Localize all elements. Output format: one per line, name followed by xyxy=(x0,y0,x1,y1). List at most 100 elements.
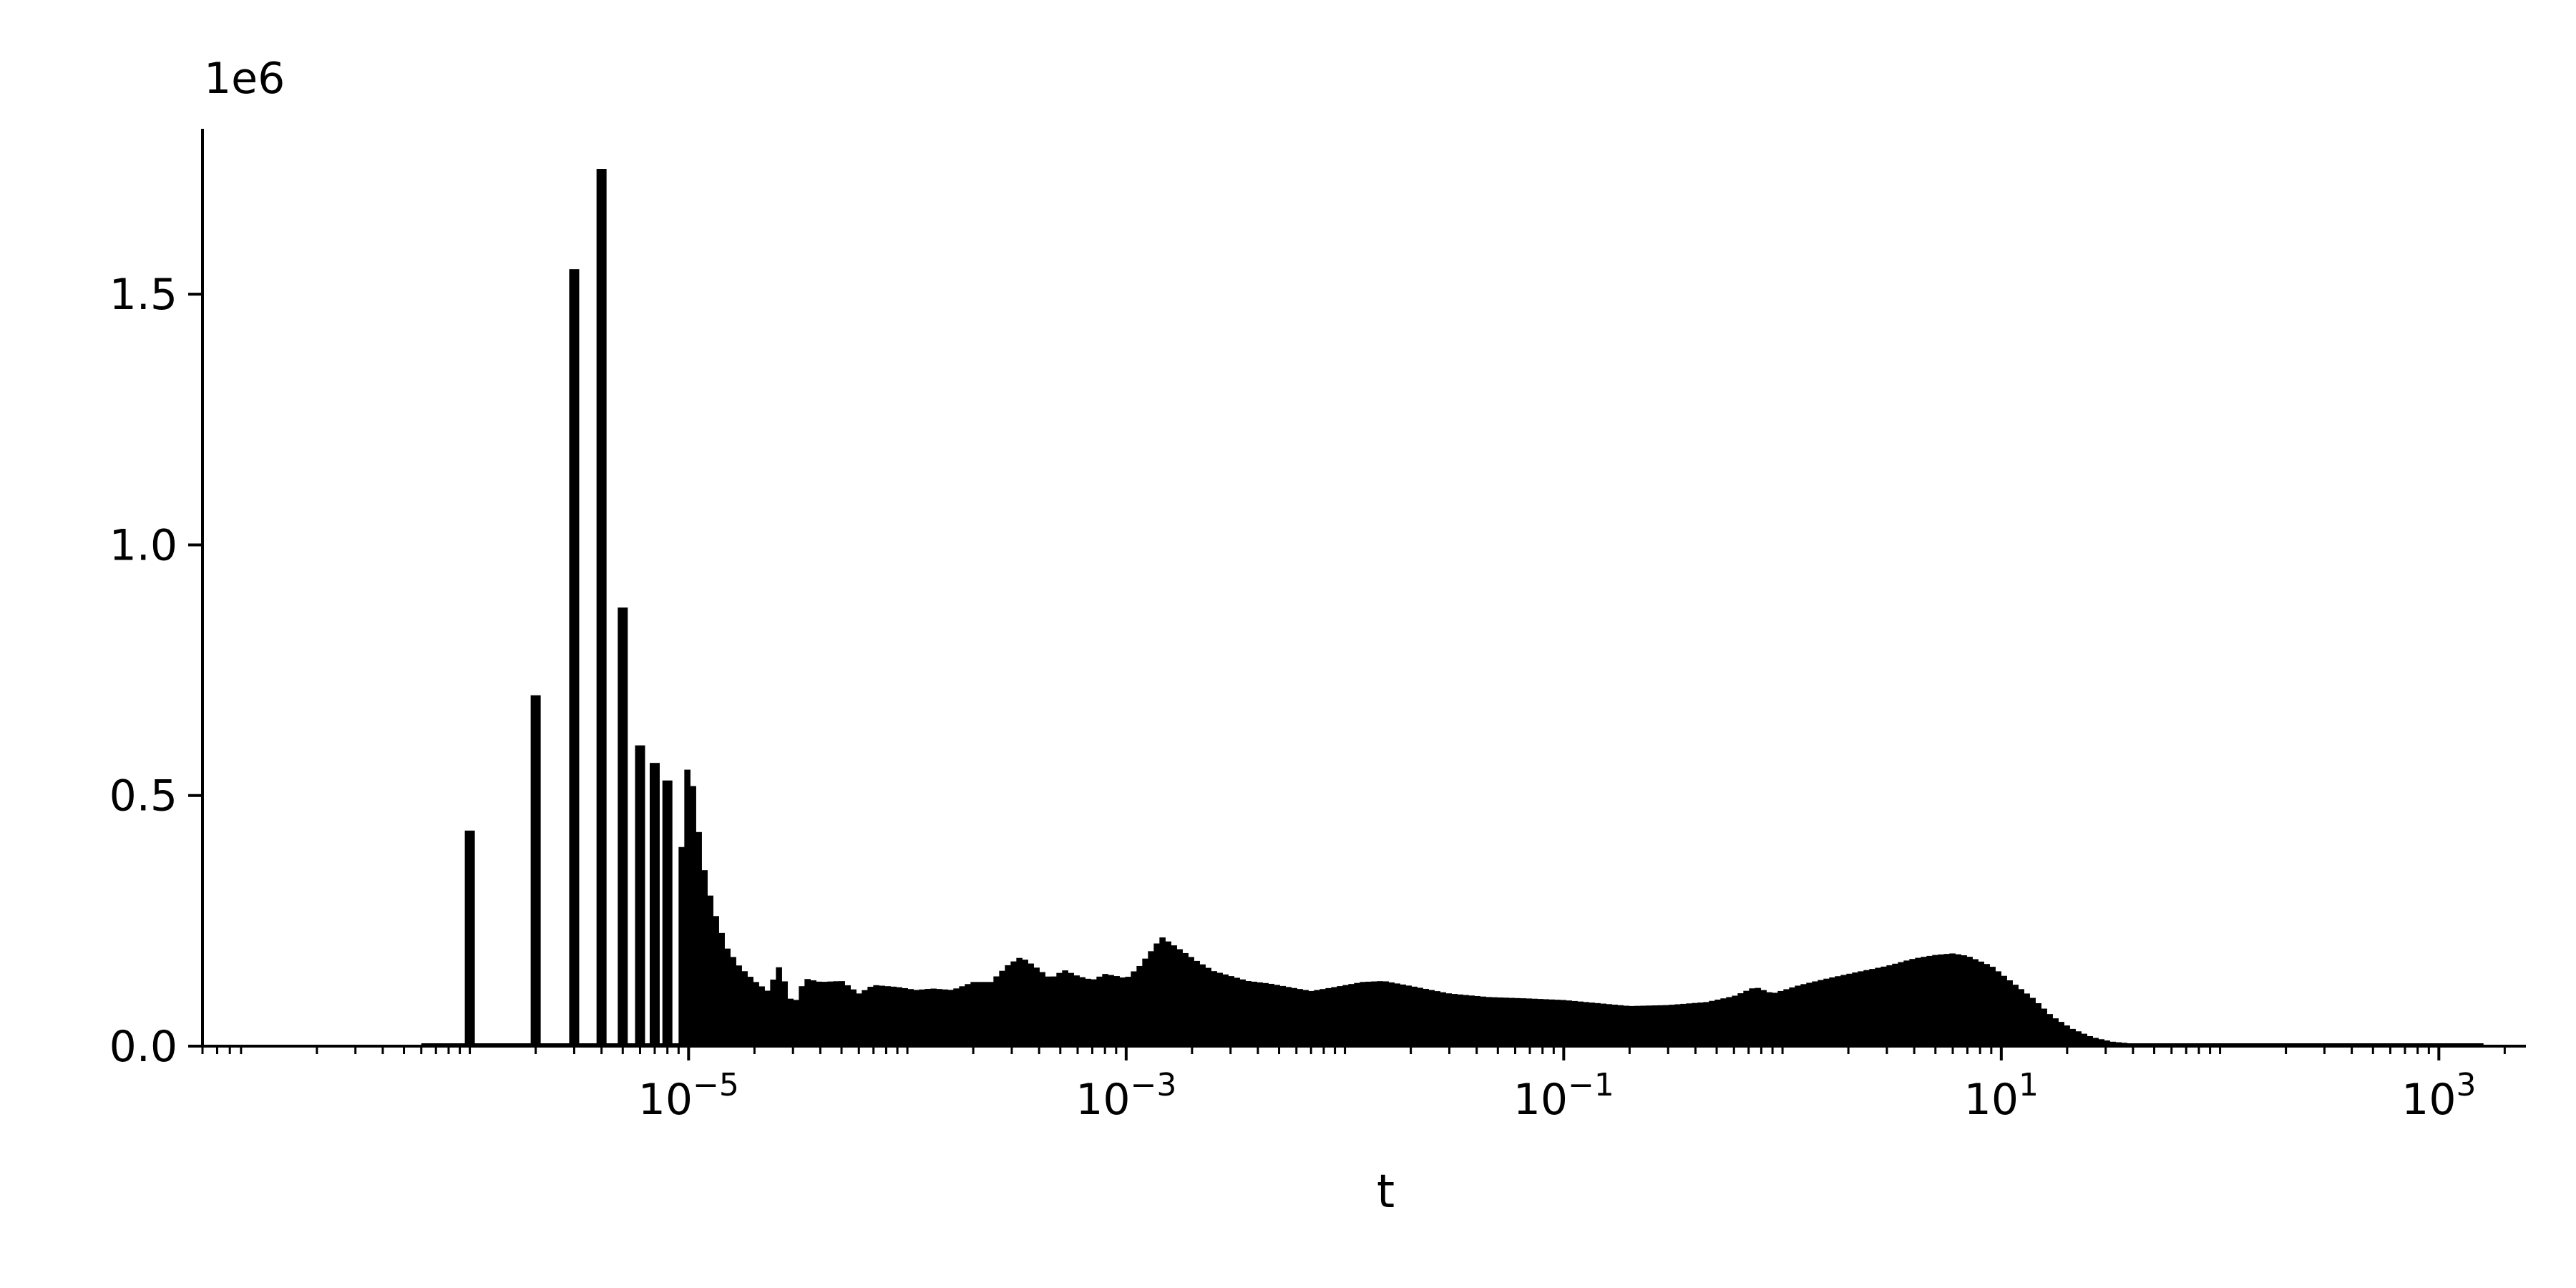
histogram-bin xyxy=(924,989,931,1046)
histogram-bin xyxy=(982,982,988,1046)
histogram-bin xyxy=(1806,982,1813,1046)
histogram-bin xyxy=(1989,967,1996,1046)
histogram-bin xyxy=(1096,976,1103,1046)
spike-bar xyxy=(635,745,645,1046)
histogram-bin xyxy=(781,981,788,1046)
histogram-bin xyxy=(1680,1003,1687,1046)
histogram-bin xyxy=(1234,977,1240,1046)
histogram-bin xyxy=(1068,972,1074,1046)
histogram-bin xyxy=(976,982,982,1046)
histogram-bin xyxy=(1783,989,1790,1046)
histogram-bin xyxy=(1795,985,1801,1046)
histogram-bin xyxy=(2058,1022,2064,1046)
spike-bar xyxy=(618,608,628,1046)
histogram-bin xyxy=(1571,1000,1578,1046)
histogram-bin xyxy=(1302,990,1309,1046)
histogram-bin xyxy=(1113,976,1120,1046)
histogram-bin xyxy=(1108,975,1114,1046)
histogram-bin xyxy=(816,981,822,1046)
histogram-bin xyxy=(1062,970,1068,1046)
histogram-bin xyxy=(1428,990,1435,1046)
histogram-bin xyxy=(1360,982,1366,1046)
histogram-bin xyxy=(1205,967,1211,1046)
histogram-bin xyxy=(850,989,857,1046)
spike-bar xyxy=(530,695,541,1046)
histogram-bin xyxy=(1520,998,1526,1046)
spike-bar xyxy=(596,169,607,1047)
histogram-bin xyxy=(919,989,925,1046)
y-tick-label: 1.5 xyxy=(109,270,177,320)
x-axis-title: t xyxy=(1377,1166,1395,1219)
histogram-bin xyxy=(1291,987,1297,1046)
histogram-bin xyxy=(821,982,828,1046)
histogram-bin xyxy=(776,967,782,1046)
histogram-bin xyxy=(1136,965,1143,1046)
histogram-bin xyxy=(1474,995,1480,1046)
histogram-bin xyxy=(1772,992,1778,1046)
x-tick-label: 10−5 xyxy=(638,1067,739,1125)
histogram-bin xyxy=(1440,992,1446,1046)
histogram-bin xyxy=(965,984,971,1046)
histogram-bin xyxy=(1445,993,1452,1046)
histogram-bin xyxy=(1886,965,1893,1046)
histogram-bin xyxy=(1611,1005,1618,1046)
y-tick-label: 1.0 xyxy=(109,520,177,570)
histogram-bin xyxy=(1085,978,1091,1046)
histogram-bin xyxy=(1033,967,1040,1046)
histogram-bin xyxy=(844,985,851,1046)
histogram-bin xyxy=(1800,984,1807,1046)
histogram-bin xyxy=(1022,960,1028,1046)
histogram-bin xyxy=(1268,983,1274,1046)
histogram-bin xyxy=(1709,1000,1715,1046)
x-tick-label: 10−1 xyxy=(1513,1067,1614,1125)
histogram-bin xyxy=(1102,974,1108,1046)
histogram-bin xyxy=(936,989,942,1046)
histogram-bin xyxy=(1503,997,1509,1046)
histogram-bin xyxy=(804,979,811,1046)
histogram-bin xyxy=(1583,1002,1589,1046)
histogram-bin xyxy=(1348,984,1355,1046)
histogram-bin xyxy=(1091,979,1097,1046)
histogram-bin xyxy=(1028,963,1034,1046)
histogram-bin xyxy=(1629,1005,1635,1046)
histogram-bin xyxy=(1720,998,1727,1046)
histogram-bin xyxy=(2024,993,2030,1046)
histogram-bin xyxy=(827,981,834,1046)
histogram-bin xyxy=(867,987,874,1046)
histogram-bin xyxy=(1566,1000,1572,1046)
spike-bar xyxy=(464,830,475,1046)
histogram-bin xyxy=(1818,980,1824,1046)
histogram-bin xyxy=(799,986,805,1046)
histogram-bin xyxy=(1966,957,1973,1046)
histogram-bin xyxy=(1903,960,1910,1046)
histogram-bin xyxy=(1909,959,1916,1046)
histogram-bin xyxy=(2041,1008,2047,1046)
histogram-bin xyxy=(1216,972,1223,1046)
histogram-bin xyxy=(1640,1005,1646,1046)
histogram-bin xyxy=(1921,957,1927,1046)
histogram-bin xyxy=(1543,999,1549,1046)
histogram-bin xyxy=(1417,987,1423,1046)
histogram-bin xyxy=(1297,989,1303,1046)
histogram-bin xyxy=(1119,977,1126,1046)
histogram-bin xyxy=(1508,997,1515,1046)
histogram-bin xyxy=(1858,971,1864,1046)
histogram-bin xyxy=(787,998,794,1046)
histogram-bin xyxy=(1766,992,1772,1046)
histogram-bin xyxy=(1829,977,1835,1046)
histogram-bin xyxy=(884,986,891,1046)
axes: 0.0 0.5 1.0 1.5 10−5 10−3 10−1 101 103 xyxy=(109,129,2526,1125)
histogram-bin xyxy=(1955,954,1961,1046)
histogram-bin xyxy=(2052,1018,2059,1046)
histogram-bin xyxy=(1485,997,1492,1046)
histogram-bin xyxy=(1554,1000,1561,1046)
histogram-bin xyxy=(942,989,948,1046)
histogram-bin xyxy=(1314,990,1320,1046)
histogram-bin xyxy=(1560,1000,1566,1046)
histogram-bin xyxy=(2064,1025,2070,1046)
histogram-bin xyxy=(1548,999,1555,1046)
y-tick-label: 0.5 xyxy=(109,771,177,821)
histogram-bin xyxy=(1159,937,1166,1046)
histogram-bin xyxy=(1789,987,1795,1046)
histogram-bin xyxy=(1325,987,1332,1046)
